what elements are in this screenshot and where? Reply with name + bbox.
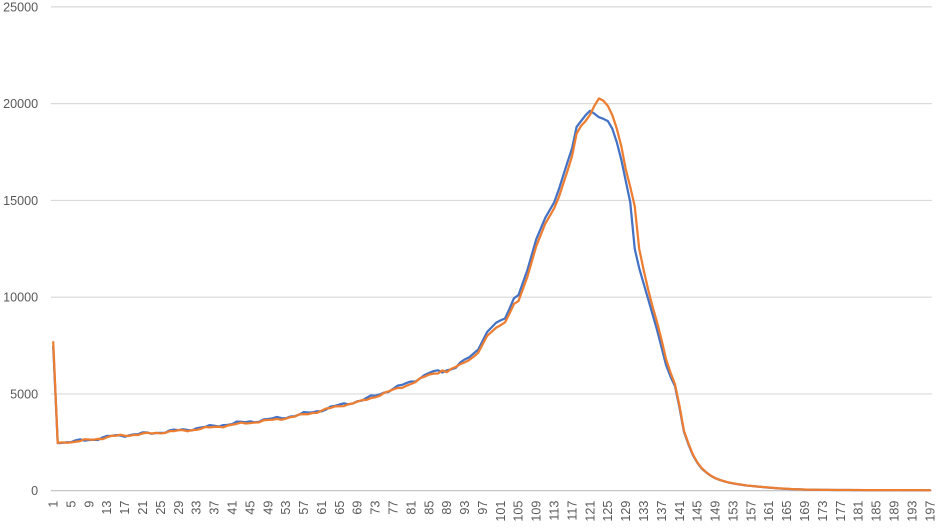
svg-text:109: 109 bbox=[530, 501, 544, 522]
svg-text:25000: 25000 bbox=[3, 0, 38, 14]
svg-text:161: 161 bbox=[762, 501, 776, 522]
svg-text:177: 177 bbox=[834, 501, 848, 522]
svg-text:53: 53 bbox=[279, 501, 293, 515]
svg-text:10000: 10000 bbox=[3, 291, 38, 305]
svg-text:85: 85 bbox=[422, 501, 436, 515]
svg-text:81: 81 bbox=[404, 501, 418, 515]
svg-text:37: 37 bbox=[208, 501, 222, 515]
svg-text:141: 141 bbox=[673, 501, 687, 522]
svg-text:169: 169 bbox=[798, 501, 812, 522]
svg-text:157: 157 bbox=[744, 501, 758, 522]
svg-text:20000: 20000 bbox=[3, 97, 38, 111]
svg-text:69: 69 bbox=[351, 501, 365, 515]
svg-text:49: 49 bbox=[261, 501, 275, 515]
svg-text:65: 65 bbox=[333, 501, 347, 515]
svg-text:0: 0 bbox=[31, 484, 38, 498]
svg-text:189: 189 bbox=[887, 501, 901, 522]
svg-text:21: 21 bbox=[136, 501, 150, 515]
svg-text:5000: 5000 bbox=[10, 387, 38, 401]
svg-text:105: 105 bbox=[512, 501, 526, 522]
svg-text:9: 9 bbox=[82, 501, 96, 508]
svg-text:129: 129 bbox=[619, 501, 633, 522]
svg-text:137: 137 bbox=[655, 501, 669, 522]
svg-text:173: 173 bbox=[816, 501, 830, 522]
svg-text:121: 121 bbox=[583, 501, 597, 522]
svg-text:145: 145 bbox=[691, 501, 705, 522]
svg-text:181: 181 bbox=[852, 501, 866, 522]
svg-text:97: 97 bbox=[476, 501, 490, 515]
svg-text:185: 185 bbox=[870, 501, 884, 522]
svg-text:13: 13 bbox=[100, 501, 114, 515]
svg-text:17: 17 bbox=[118, 501, 132, 515]
svg-text:153: 153 bbox=[726, 501, 740, 522]
svg-text:45: 45 bbox=[243, 501, 257, 515]
svg-text:15000: 15000 bbox=[3, 194, 38, 208]
svg-text:57: 57 bbox=[297, 501, 311, 515]
svg-text:73: 73 bbox=[369, 501, 383, 515]
svg-text:61: 61 bbox=[315, 501, 329, 515]
svg-text:165: 165 bbox=[780, 501, 794, 522]
svg-text:41: 41 bbox=[225, 501, 239, 515]
svg-text:89: 89 bbox=[440, 501, 454, 515]
svg-text:101: 101 bbox=[494, 501, 508, 522]
svg-text:5: 5 bbox=[64, 501, 78, 508]
svg-text:29: 29 bbox=[172, 501, 186, 515]
svg-text:77: 77 bbox=[386, 501, 400, 515]
svg-text:93: 93 bbox=[458, 501, 472, 515]
svg-text:149: 149 bbox=[709, 501, 723, 522]
svg-text:193: 193 bbox=[905, 501, 919, 522]
svg-text:113: 113 bbox=[548, 501, 562, 521]
svg-text:33: 33 bbox=[190, 501, 204, 515]
svg-text:1: 1 bbox=[47, 501, 61, 508]
svg-text:197: 197 bbox=[923, 501, 937, 522]
svg-text:117: 117 bbox=[565, 501, 579, 521]
svg-text:133: 133 bbox=[637, 501, 651, 522]
svg-text:125: 125 bbox=[601, 501, 615, 522]
svg-text:25: 25 bbox=[154, 501, 168, 515]
